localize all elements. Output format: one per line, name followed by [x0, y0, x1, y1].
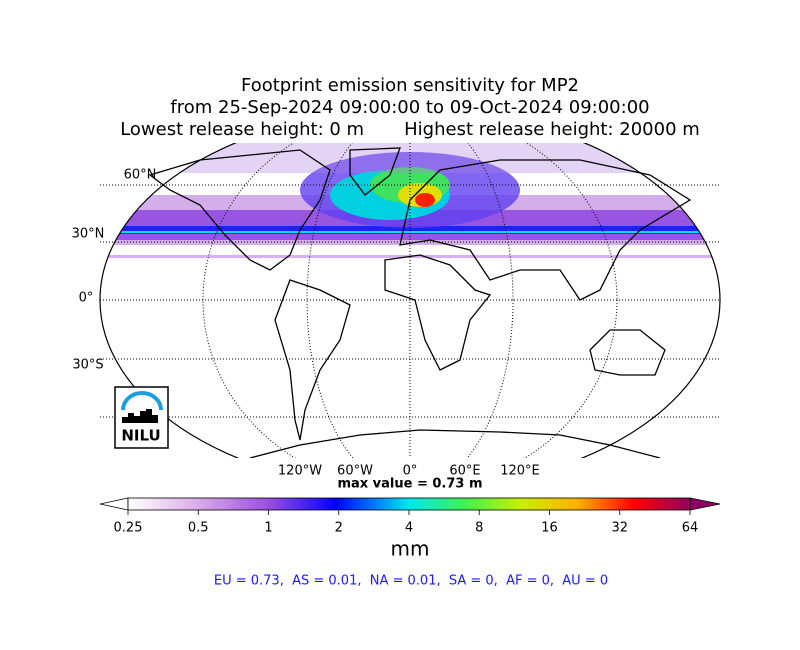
lon-label: 0° — [403, 464, 418, 479]
colorbar-label: mm — [391, 537, 430, 561]
lon-label: 60°W — [337, 464, 373, 479]
title-line: from 25-Sep-2024 09:00:00 to 09-Oct-2024… — [170, 97, 649, 118]
colorbar-tick-label: 8 — [475, 521, 483, 536]
colorbar-tick-label: 1 — [264, 521, 272, 536]
colorbar-extend — [99, 497, 129, 511]
colorbar-tick-label: 64 — [682, 521, 699, 536]
lon-label: 120°E — [500, 464, 540, 479]
max-value: max value = 0.73 m — [337, 477, 482, 492]
colorbar-tick-label: 2 — [335, 521, 343, 536]
title-line: Lowest release height: 0 m Highest relea… — [120, 119, 700, 140]
coastlines — [148, 147, 692, 458]
colorbar-extend — [689, 497, 721, 511]
colorbar-tick-label: 4 — [405, 521, 413, 536]
lon-label: 120°W — [278, 464, 322, 479]
logo-text: NILU — [121, 427, 160, 445]
lon-label: 60°E — [449, 464, 480, 479]
logo: NILU — [114, 386, 169, 449]
colorbar-tick-label: 16 — [541, 521, 558, 536]
graticule — [100, 143, 720, 458]
colorbar-tick-label: 0.25 — [114, 521, 143, 536]
colorbar — [127, 497, 691, 511]
colorbar-tick-label: 32 — [611, 521, 628, 536]
colorbar-tick-label: 0.5 — [188, 521, 209, 536]
lat-label: 60°N — [124, 168, 157, 183]
lat-label: 30°S — [72, 358, 103, 373]
title-line: Footprint emission sensitivity for MP2 — [241, 75, 579, 96]
lat-label: 0° — [79, 291, 94, 306]
lat-label: 30°N — [72, 227, 105, 242]
map — [99, 143, 721, 458]
region-summary: EU = 0.73, AS = 0.01, NA = 0.01, SA = 0,… — [214, 574, 608, 589]
